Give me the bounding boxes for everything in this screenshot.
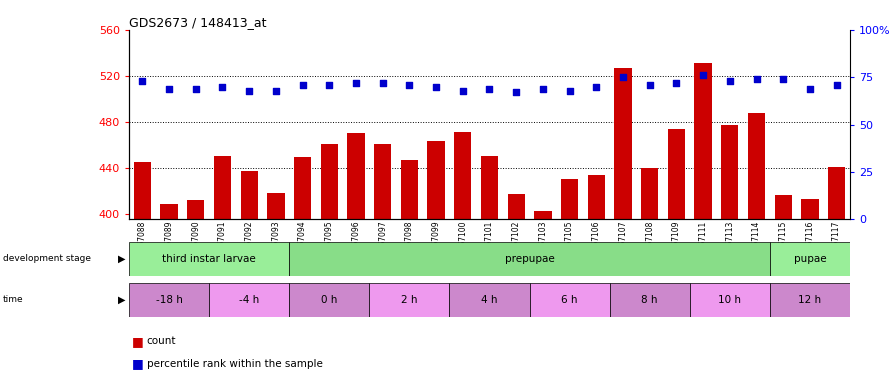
- Point: [749, 76, 764, 82]
- Text: third instar larvae: third instar larvae: [162, 254, 256, 264]
- Bar: [748, 112, 765, 219]
- Text: percentile rank within the sample: percentile rank within the sample: [147, 359, 323, 369]
- Point: [376, 80, 390, 86]
- Point: [242, 88, 256, 94]
- Bar: [289, 242, 770, 276]
- Bar: [129, 242, 289, 276]
- Point: [349, 80, 363, 86]
- Bar: [187, 200, 205, 219]
- Text: 4 h: 4 h: [481, 295, 498, 305]
- Point: [456, 88, 470, 94]
- Text: 0 h: 0 h: [321, 295, 337, 305]
- Text: ▶: ▶: [118, 295, 125, 305]
- Point: [803, 86, 817, 92]
- Bar: [694, 63, 712, 219]
- Bar: [320, 144, 338, 219]
- Point: [215, 84, 230, 90]
- Bar: [770, 242, 850, 276]
- Bar: [610, 283, 690, 317]
- Point: [189, 86, 203, 92]
- Point: [135, 78, 150, 84]
- Bar: [828, 166, 846, 219]
- Bar: [240, 171, 258, 219]
- Point: [562, 88, 577, 94]
- Bar: [400, 160, 418, 219]
- Point: [829, 82, 844, 88]
- Text: -18 h: -18 h: [156, 295, 182, 305]
- Bar: [801, 199, 819, 219]
- Bar: [530, 283, 610, 317]
- Bar: [209, 283, 289, 317]
- Point: [616, 74, 630, 80]
- Text: count: count: [147, 336, 176, 346]
- Point: [589, 84, 603, 90]
- Point: [723, 78, 737, 84]
- Bar: [427, 141, 445, 219]
- Point: [696, 72, 710, 78]
- Bar: [454, 132, 472, 219]
- Text: ▶: ▶: [118, 254, 125, 264]
- Text: GDS2673 / 148413_at: GDS2673 / 148413_at: [129, 16, 266, 29]
- Point: [482, 86, 497, 92]
- Point: [776, 76, 790, 82]
- Bar: [267, 193, 285, 219]
- Text: development stage: development stage: [3, 254, 91, 263]
- Bar: [561, 179, 579, 219]
- Bar: [668, 129, 685, 219]
- Bar: [770, 283, 850, 317]
- Text: time: time: [3, 296, 23, 304]
- Bar: [369, 283, 449, 317]
- Point: [402, 82, 417, 88]
- Bar: [347, 133, 365, 219]
- Point: [295, 82, 310, 88]
- Point: [536, 86, 550, 92]
- Text: 6 h: 6 h: [562, 295, 578, 305]
- Text: 2 h: 2 h: [401, 295, 417, 305]
- Point: [509, 90, 523, 96]
- Point: [162, 86, 176, 92]
- Bar: [129, 283, 209, 317]
- Text: pupae: pupae: [794, 254, 826, 264]
- Point: [643, 82, 657, 88]
- Text: 12 h: 12 h: [798, 295, 821, 305]
- Point: [669, 80, 684, 86]
- Bar: [374, 144, 392, 219]
- Point: [429, 84, 443, 90]
- Text: 10 h: 10 h: [718, 295, 741, 305]
- Bar: [721, 125, 739, 219]
- Bar: [214, 156, 231, 219]
- Bar: [507, 194, 525, 219]
- Text: -4 h: -4 h: [239, 295, 259, 305]
- Bar: [774, 195, 792, 219]
- Bar: [134, 162, 151, 219]
- Bar: [449, 283, 530, 317]
- Text: ■: ■: [132, 335, 143, 348]
- Bar: [641, 168, 659, 219]
- Bar: [294, 158, 311, 219]
- Bar: [614, 68, 632, 219]
- Point: [322, 82, 336, 88]
- Text: prepupae: prepupae: [505, 254, 554, 264]
- Bar: [534, 211, 552, 219]
- Bar: [690, 283, 770, 317]
- Bar: [289, 283, 369, 317]
- Point: [269, 88, 283, 94]
- Bar: [481, 156, 498, 219]
- Text: 8 h: 8 h: [642, 295, 658, 305]
- Bar: [587, 175, 605, 219]
- Text: ■: ■: [132, 357, 143, 370]
- Bar: [160, 204, 178, 219]
